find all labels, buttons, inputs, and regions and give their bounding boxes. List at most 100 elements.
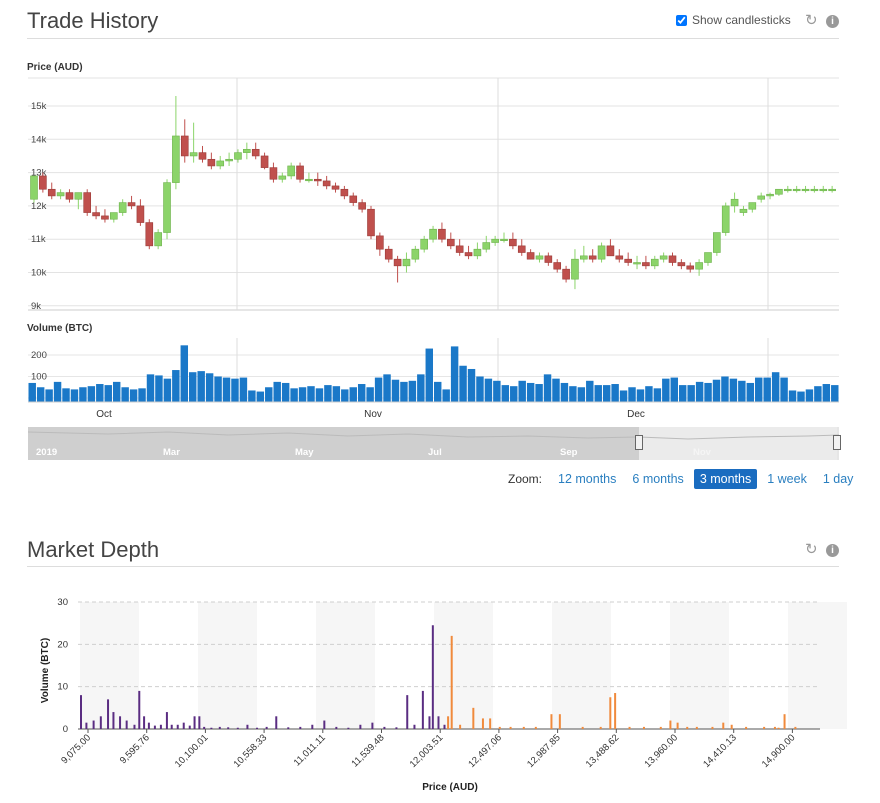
- refresh-icon[interactable]: ↻: [805, 12, 818, 29]
- navigator-selected-range[interactable]: [639, 427, 837, 460]
- volume-bar[interactable]: [28, 382, 36, 402]
- volume-bar[interactable]: [307, 386, 315, 402]
- volume-bar[interactable]: [645, 386, 653, 402]
- volume-bar[interactable]: [349, 387, 357, 402]
- candle-body[interactable]: [118, 202, 127, 213]
- candle-body[interactable]: [509, 238, 517, 247]
- candle-body[interactable]: [615, 255, 624, 260]
- candle-body[interactable]: [535, 255, 544, 260]
- volume-bar[interactable]: [501, 385, 510, 402]
- volume-bar[interactable]: [577, 387, 586, 402]
- candle-body[interactable]: [420, 238, 428, 250]
- volume-bar[interactable]: [341, 389, 349, 402]
- candle-body[interactable]: [482, 242, 491, 250]
- volume-bar[interactable]: [180, 345, 189, 402]
- candle-body[interactable]: [677, 262, 686, 267]
- volume-bar[interactable]: [155, 375, 163, 402]
- volume-bar[interactable]: [70, 389, 79, 402]
- candle-body[interactable]: [810, 188, 819, 192]
- candle-body[interactable]: [136, 205, 145, 223]
- volume-bar[interactable]: [265, 387, 273, 402]
- candle-body[interactable]: [47, 188, 56, 197]
- volume-bar[interactable]: [79, 387, 87, 402]
- candle-body[interactable]: [642, 262, 650, 267]
- candle-body[interactable]: [251, 148, 260, 157]
- candle-body[interactable]: [739, 208, 748, 213]
- zoom-1-day-button[interactable]: 1 day: [822, 472, 854, 486]
- volume-bar[interactable]: [721, 376, 729, 403]
- trade-history-chart[interactable]: 15k14k13k12k11k10k9k2001000OctNovDec: [0, 0, 880, 470]
- candle-body[interactable]: [659, 255, 668, 260]
- candle-body[interactable]: [580, 255, 588, 260]
- volume-bar[interactable]: [484, 378, 493, 402]
- volume-bar[interactable]: [814, 386, 822, 402]
- volume-bar[interactable]: [611, 384, 619, 402]
- candle-body[interactable]: [305, 178, 313, 182]
- candle-body[interactable]: [411, 248, 420, 260]
- volume-bar[interactable]: [493, 380, 501, 402]
- candle-body[interactable]: [367, 208, 375, 237]
- volume-bar[interactable]: [400, 381, 408, 402]
- candle-body[interactable]: [243, 148, 251, 153]
- zoom-3-months-button[interactable]: 3 months: [693, 469, 758, 489]
- volume-bar[interactable]: [526, 382, 535, 402]
- zoom-12-months-button[interactable]: 12 months: [558, 472, 617, 486]
- volume-bar[interactable]: [417, 374, 425, 402]
- candle-body[interactable]: [287, 165, 295, 177]
- volume-bar[interactable]: [670, 377, 678, 402]
- candle-body[interactable]: [650, 258, 659, 267]
- volume-bar[interactable]: [602, 385, 611, 402]
- candle-body[interactable]: [713, 232, 721, 253]
- candle-body[interactable]: [757, 195, 765, 200]
- volume-bar[interactable]: [535, 384, 543, 402]
- volume-bar[interactable]: [36, 387, 45, 402]
- candle-body[interactable]: [172, 135, 180, 183]
- volume-bar[interactable]: [729, 378, 738, 402]
- volume-bar[interactable]: [678, 385, 687, 402]
- candle-body[interactable]: [633, 262, 641, 265]
- candle-body[interactable]: [704, 252, 712, 263]
- volume-bar[interactable]: [653, 388, 662, 402]
- show-candlesticks-label[interactable]: Show candlesticks: [692, 13, 791, 27]
- candle-body[interactable]: [491, 238, 499, 243]
- candle-body[interactable]: [313, 178, 322, 182]
- candle-body[interactable]: [686, 265, 695, 270]
- volume-bar[interactable]: [543, 374, 552, 402]
- candle-body[interactable]: [358, 202, 366, 210]
- candle-body[interactable]: [464, 252, 473, 257]
- candle-body[interactable]: [517, 245, 526, 253]
- candle-body[interactable]: [526, 252, 535, 260]
- volume-bar[interactable]: [96, 384, 104, 402]
- candle-body[interactable]: [260, 155, 269, 168]
- navigator-handle-right[interactable]: [833, 435, 841, 450]
- candle-body[interactable]: [562, 268, 570, 280]
- volume-bar[interactable]: [129, 389, 138, 402]
- volume-bar[interactable]: [763, 377, 771, 402]
- volume-bar[interactable]: [662, 378, 670, 402]
- candle-body[interactable]: [597, 245, 606, 260]
- market-depth-chart[interactable]: 30 20 10 0 Volume (BTC) 9,075.00 9,595.76 10,10…: [0, 580, 880, 803]
- candle-body[interactable]: [606, 245, 615, 257]
- volume-bar[interactable]: [755, 377, 763, 402]
- candle-body[interactable]: [340, 188, 349, 197]
- candle-body[interactable]: [331, 185, 340, 190]
- volume-bar[interactable]: [586, 380, 594, 402]
- candle-body[interactable]: [447, 238, 455, 247]
- candle-body[interactable]: [296, 165, 304, 180]
- volume-bar[interactable]: [231, 378, 239, 402]
- navigator[interactable]: 2019 Mar May Jul Sep Nov: [28, 427, 841, 460]
- volume-bar[interactable]: [425, 348, 433, 402]
- candle-body[interactable]: [571, 258, 579, 280]
- candle-body[interactable]: [455, 245, 464, 253]
- volume-bar[interactable]: [172, 370, 180, 402]
- volume-bar[interactable]: [121, 387, 129, 402]
- candle-body[interactable]: [56, 192, 65, 197]
- candle-body[interactable]: [588, 255, 597, 260]
- candle-body[interactable]: [101, 215, 109, 220]
- candle-body[interactable]: [74, 192, 83, 200]
- zoom-1-week-button[interactable]: 1 week: [767, 472, 807, 486]
- volume-bar[interactable]: [146, 374, 155, 402]
- candle-body[interactable]: [349, 195, 358, 203]
- candle-body[interactable]: [154, 232, 162, 247]
- volume-bar[interactable]: [332, 386, 341, 402]
